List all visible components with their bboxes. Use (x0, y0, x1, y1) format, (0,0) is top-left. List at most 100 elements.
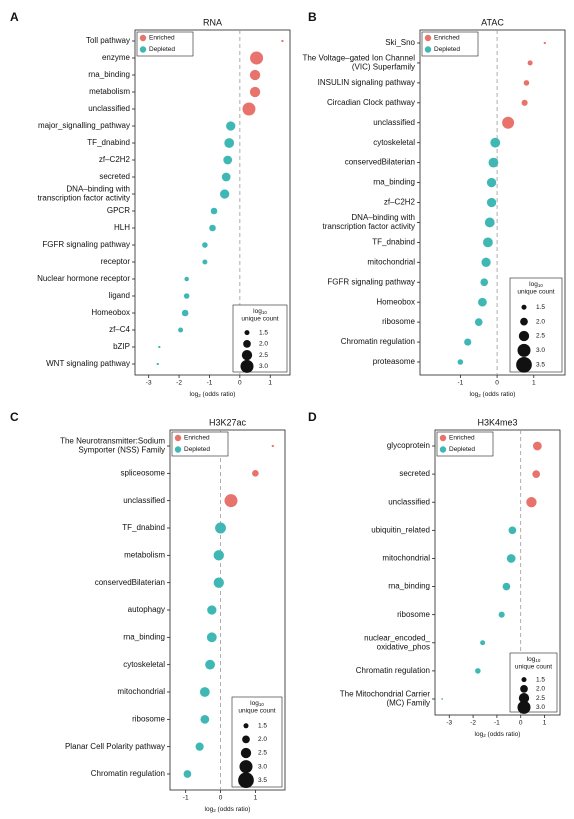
size-legend-dot (520, 685, 528, 693)
legend-label: Enriched (184, 435, 210, 442)
dot (220, 189, 230, 199)
legend-label: Depleted (184, 446, 210, 453)
dot (486, 197, 497, 208)
category-label: FGFR signaling pathway (327, 277, 415, 286)
dot (533, 441, 542, 451)
size-legend-title-part: 10 (259, 702, 265, 707)
category-label: major_signalling_pathway (38, 121, 130, 130)
legend-label: Enriched (449, 435, 475, 442)
x-tick-label: -1 (183, 795, 189, 802)
x-axis-label-part: (odds ratio) (481, 391, 516, 398)
category-label: proteasome (373, 357, 416, 366)
dot (484, 217, 495, 228)
dot (498, 611, 505, 618)
dot (475, 668, 481, 674)
size-legend-label: 2.5 (259, 352, 268, 359)
size-legend-label: 3.0 (536, 704, 545, 711)
category-label: rna_binding (373, 178, 415, 187)
category-label: WNT signaling pathway (46, 359, 130, 368)
category-label: DNA–binding with transcription factor act… (38, 185, 130, 203)
size-legend-dot (243, 723, 249, 729)
category-label: conservedBilaterian (345, 158, 415, 167)
dot (486, 177, 497, 188)
color-legend-box (136, 31, 194, 57)
legend-label: Depleted (434, 46, 460, 53)
category-label: Homeobox (376, 297, 415, 306)
dot (252, 470, 259, 477)
size-legend-dot (521, 677, 527, 683)
category-label: metabolism (124, 550, 165, 559)
size-legend-dot (517, 700, 531, 714)
size-legend-dot (243, 340, 251, 348)
size-legend-dot (241, 349, 253, 361)
category-label: conservedBilaterian (95, 578, 165, 587)
legend-label: Depleted (149, 46, 175, 53)
x-tick-label: -3 (146, 380, 152, 387)
plot-frame (134, 29, 291, 376)
dot (271, 444, 274, 448)
x-axis-label-part: (odds ratio) (216, 806, 251, 813)
x-axis-label-part: 2 (478, 393, 481, 398)
dot (526, 497, 537, 508)
size-legend-label: 1.5 (536, 676, 545, 683)
legend-swatch (139, 34, 147, 42)
size-legend-dot (518, 692, 530, 704)
dot (226, 121, 236, 131)
x-tick-label: -2 (470, 720, 476, 727)
x-tick-label: -3 (446, 720, 452, 727)
x-tick-label: 1 (254, 795, 258, 802)
chart-title: H3K4me3 (477, 417, 517, 427)
category-label: The Neurotransmitter:Sodium Symporter (NS… (60, 437, 165, 455)
dot (250, 51, 264, 65)
category-label: spliceosome (121, 468, 166, 477)
category-label: mitochondrial (367, 257, 415, 266)
size-legend-label: 2.5 (258, 750, 267, 757)
legend-swatch (424, 46, 432, 53)
dot (202, 242, 208, 248)
dot (221, 172, 231, 182)
category-label: rna_binding (88, 70, 130, 79)
dot (184, 276, 189, 282)
category-label: zf–C4 (109, 325, 130, 334)
category-label: Chromatin regulation (91, 769, 165, 778)
size-legend-label: 3.5 (258, 777, 267, 784)
size-legend-box (509, 277, 563, 373)
dot (478, 297, 487, 307)
dot (464, 338, 472, 346)
size-legend-title-part: log (250, 700, 259, 707)
size-legend-title-part: 10 (262, 310, 268, 315)
category-label: Nuclear hormone receptor (37, 274, 130, 283)
dot (215, 522, 226, 534)
size-legend-dot (521, 304, 527, 310)
category-label: unclassified (123, 496, 165, 505)
legend-swatch (174, 446, 182, 453)
x-tick-label: -2 (176, 380, 182, 387)
dot (441, 698, 444, 700)
dot (181, 309, 189, 317)
size-legend-label: 3.0 (258, 763, 267, 770)
size-legend-label: 1.5 (258, 723, 267, 730)
panel-label: D (308, 410, 317, 424)
size-legend-dot (520, 317, 528, 326)
dot (224, 494, 238, 508)
dot (527, 60, 533, 66)
size-legend-label: 2.0 (536, 318, 545, 325)
size-legend-dot (240, 747, 252, 759)
legend-swatch (439, 434, 447, 442)
dot (210, 207, 218, 215)
dot (195, 742, 204, 751)
category-label: secreted (99, 172, 130, 181)
dot (474, 318, 483, 326)
dot (156, 362, 159, 366)
category-label: unclassified (373, 118, 415, 127)
category-label: Chromatin regulation (356, 666, 430, 675)
x-axis-label-part: 2 (483, 733, 486, 738)
dot (457, 359, 464, 365)
dot (488, 157, 499, 168)
category-label: receptor (101, 257, 131, 266)
legend-swatch (439, 446, 447, 453)
x-axis-label-part: (odds ratio) (201, 391, 236, 398)
category-label: ligand (109, 291, 130, 300)
